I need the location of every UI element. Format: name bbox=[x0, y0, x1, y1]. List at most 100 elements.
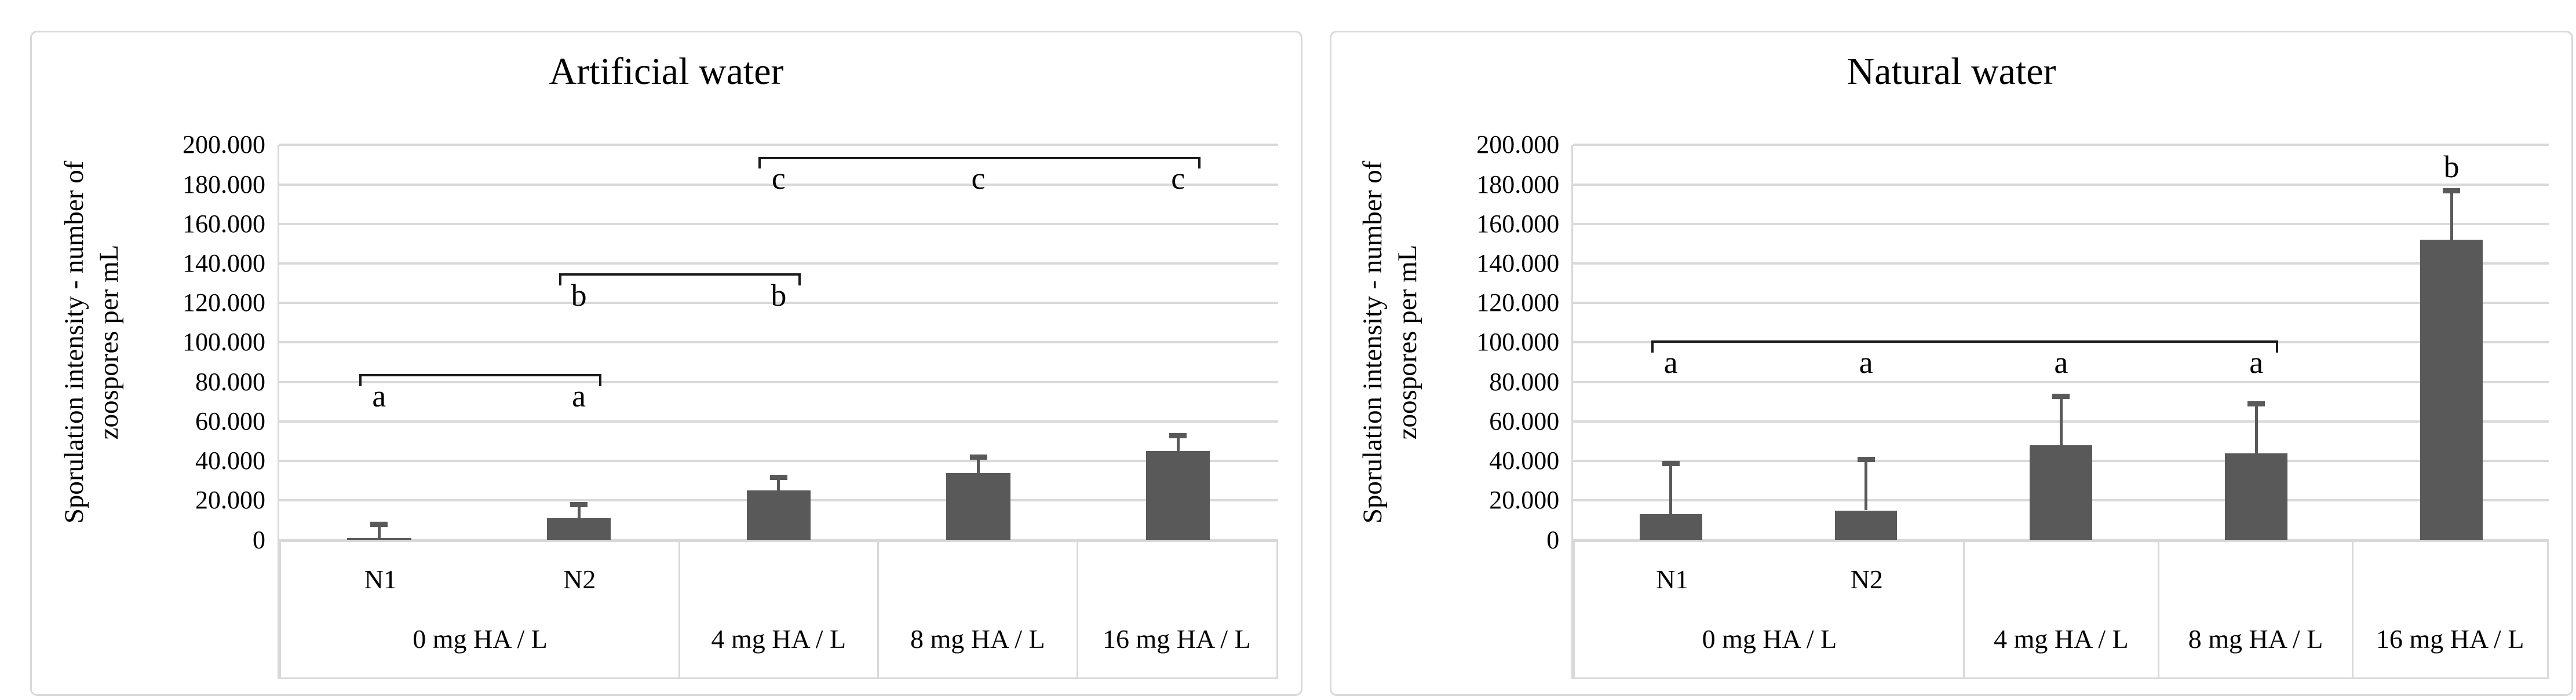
error-bar-line bbox=[577, 504, 581, 519]
y-tick-label: 200.000 bbox=[1476, 130, 1560, 159]
y-tick-label: 20.000 bbox=[1489, 486, 1560, 515]
gridline bbox=[1573, 262, 2549, 265]
significance-letter: b bbox=[2443, 149, 2460, 184]
gridline bbox=[279, 380, 1278, 383]
error-bar-cap bbox=[1169, 433, 1187, 438]
chart-panel-natural-water: Natural water Sporulation intensity - num… bbox=[1330, 31, 2573, 696]
y-tick-label: 100.000 bbox=[1476, 328, 1560, 357]
category-divider bbox=[1076, 541, 1078, 677]
significance-bracket-tick bbox=[1651, 340, 1654, 353]
gridline bbox=[279, 183, 1278, 186]
gridline bbox=[279, 144, 1278, 146]
category-axis-table: N1 N2 0 mg HA / L 4 mg HA / L 8 mg HA / L 16 … bbox=[1573, 540, 2549, 679]
category-group-label: 16 mg HA / L bbox=[2376, 624, 2524, 654]
y-tick-label: 180.000 bbox=[183, 170, 266, 199]
error-bar-line bbox=[2059, 395, 2063, 445]
chart-panel-artificial-water: Artificial water Sporulation intensity - … bbox=[30, 31, 1302, 696]
category-sublabel: N1 bbox=[1655, 565, 1689, 595]
significance-letter: a bbox=[2249, 344, 2264, 380]
category-group-label: 4 mg HA / L bbox=[1994, 624, 2129, 654]
category-group-label: 4 mg HA / L bbox=[711, 624, 846, 654]
gridline bbox=[279, 222, 1278, 225]
significance-letter: a bbox=[1859, 344, 1873, 380]
error-bar-cap bbox=[1662, 460, 1680, 466]
significance-letter: a bbox=[1663, 344, 1678, 380]
error-bar-line bbox=[777, 477, 780, 491]
significance-bracket-tick bbox=[2275, 340, 2278, 353]
bar-N2 bbox=[1834, 510, 1898, 540]
bar-4-mg-HA-L bbox=[2030, 445, 2093, 540]
bar-16-mg-HA-L bbox=[1146, 451, 1210, 540]
bar-4-mg-HA-L bbox=[746, 490, 811, 540]
gridline bbox=[279, 460, 1278, 463]
gridline bbox=[1573, 144, 2549, 146]
error-bar-line bbox=[1669, 463, 1673, 515]
significance-bracket-tick bbox=[599, 374, 601, 386]
y-tick-label: 40.000 bbox=[1489, 446, 1560, 475]
y-tick-label: 80.000 bbox=[1489, 367, 1560, 396]
error-bar-line bbox=[2254, 404, 2258, 453]
category-sublabel: N1 bbox=[364, 565, 397, 595]
category-divider bbox=[678, 541, 680, 677]
gridline bbox=[1573, 222, 2549, 225]
y-tick-label: 0 bbox=[253, 525, 266, 554]
significance-letter: a bbox=[572, 378, 586, 413]
significance-letter: c bbox=[1171, 161, 1185, 196]
y-tick-label: 180.000 bbox=[1476, 170, 1560, 199]
significance-letter: c bbox=[771, 161, 786, 196]
y-tick-label: 160.000 bbox=[1476, 209, 1560, 238]
y-tick-label: 100.000 bbox=[183, 328, 266, 357]
error-bar-line bbox=[1176, 435, 1180, 452]
y-tick-label: 200.000 bbox=[183, 130, 266, 159]
y-tick-label: 120.000 bbox=[183, 288, 266, 317]
error-bar-cap bbox=[1857, 456, 1875, 462]
significance-bracket bbox=[1651, 340, 2276, 343]
y-tick-label: 40.000 bbox=[195, 446, 266, 475]
category-divider bbox=[2352, 541, 2354, 677]
category-group-label: 0 mg HA / L bbox=[413, 624, 548, 654]
category-group-label: 8 mg HA / L bbox=[2188, 624, 2323, 654]
error-bar-line bbox=[977, 457, 980, 473]
category-group-label: 16 mg HA / L bbox=[1103, 624, 1251, 654]
significance-letter: a bbox=[2054, 344, 2068, 380]
chart-title: Artificial water bbox=[549, 50, 784, 93]
category-group-label: 0 mg HA / L bbox=[1702, 624, 1837, 654]
y-axis-line bbox=[1571, 145, 1574, 679]
significance-bracket-tick bbox=[359, 374, 362, 386]
chart-title: Natural water bbox=[1847, 50, 2056, 93]
bar-8-mg-HA-L bbox=[2225, 453, 2288, 540]
error-bar-line bbox=[1865, 459, 1868, 511]
category-divider bbox=[2157, 541, 2159, 677]
y-tick-label: 160.000 bbox=[183, 209, 266, 238]
bar-N1 bbox=[347, 538, 411, 540]
category-group-label: 8 mg HA / L bbox=[910, 624, 1045, 654]
gridline bbox=[279, 420, 1278, 423]
y-tick-label: 60.000 bbox=[195, 406, 266, 435]
error-bar-cap bbox=[2052, 393, 2070, 399]
category-divider bbox=[877, 541, 880, 677]
error-bar-cap bbox=[969, 455, 987, 460]
gridline bbox=[1573, 183, 2549, 186]
significance-bracket-tick bbox=[758, 156, 761, 169]
significance-bracket-tick bbox=[798, 273, 801, 285]
gridline bbox=[1573, 380, 2549, 383]
significance-bracket bbox=[758, 156, 1198, 159]
error-bar-cap bbox=[570, 502, 588, 508]
y-tick-label: 20.000 bbox=[195, 486, 266, 515]
significance-bracket-tick bbox=[559, 273, 561, 285]
bar-N1 bbox=[1639, 514, 1702, 540]
significance-bracket-tick bbox=[1198, 156, 1201, 169]
category-sublabel: N2 bbox=[1850, 565, 1883, 595]
error-bar-cap bbox=[370, 522, 388, 527]
significance-bracket bbox=[559, 273, 799, 276]
significance-letter: b bbox=[771, 277, 787, 313]
gridline bbox=[279, 341, 1278, 344]
significance-letter: a bbox=[372, 378, 386, 413]
gridline bbox=[1573, 302, 2549, 305]
error-bar-cap bbox=[769, 474, 787, 480]
error-bar-line bbox=[2450, 190, 2453, 240]
gridline bbox=[279, 302, 1278, 305]
bar-16-mg-HA-L bbox=[2420, 240, 2483, 540]
significance-letter: c bbox=[971, 161, 986, 196]
